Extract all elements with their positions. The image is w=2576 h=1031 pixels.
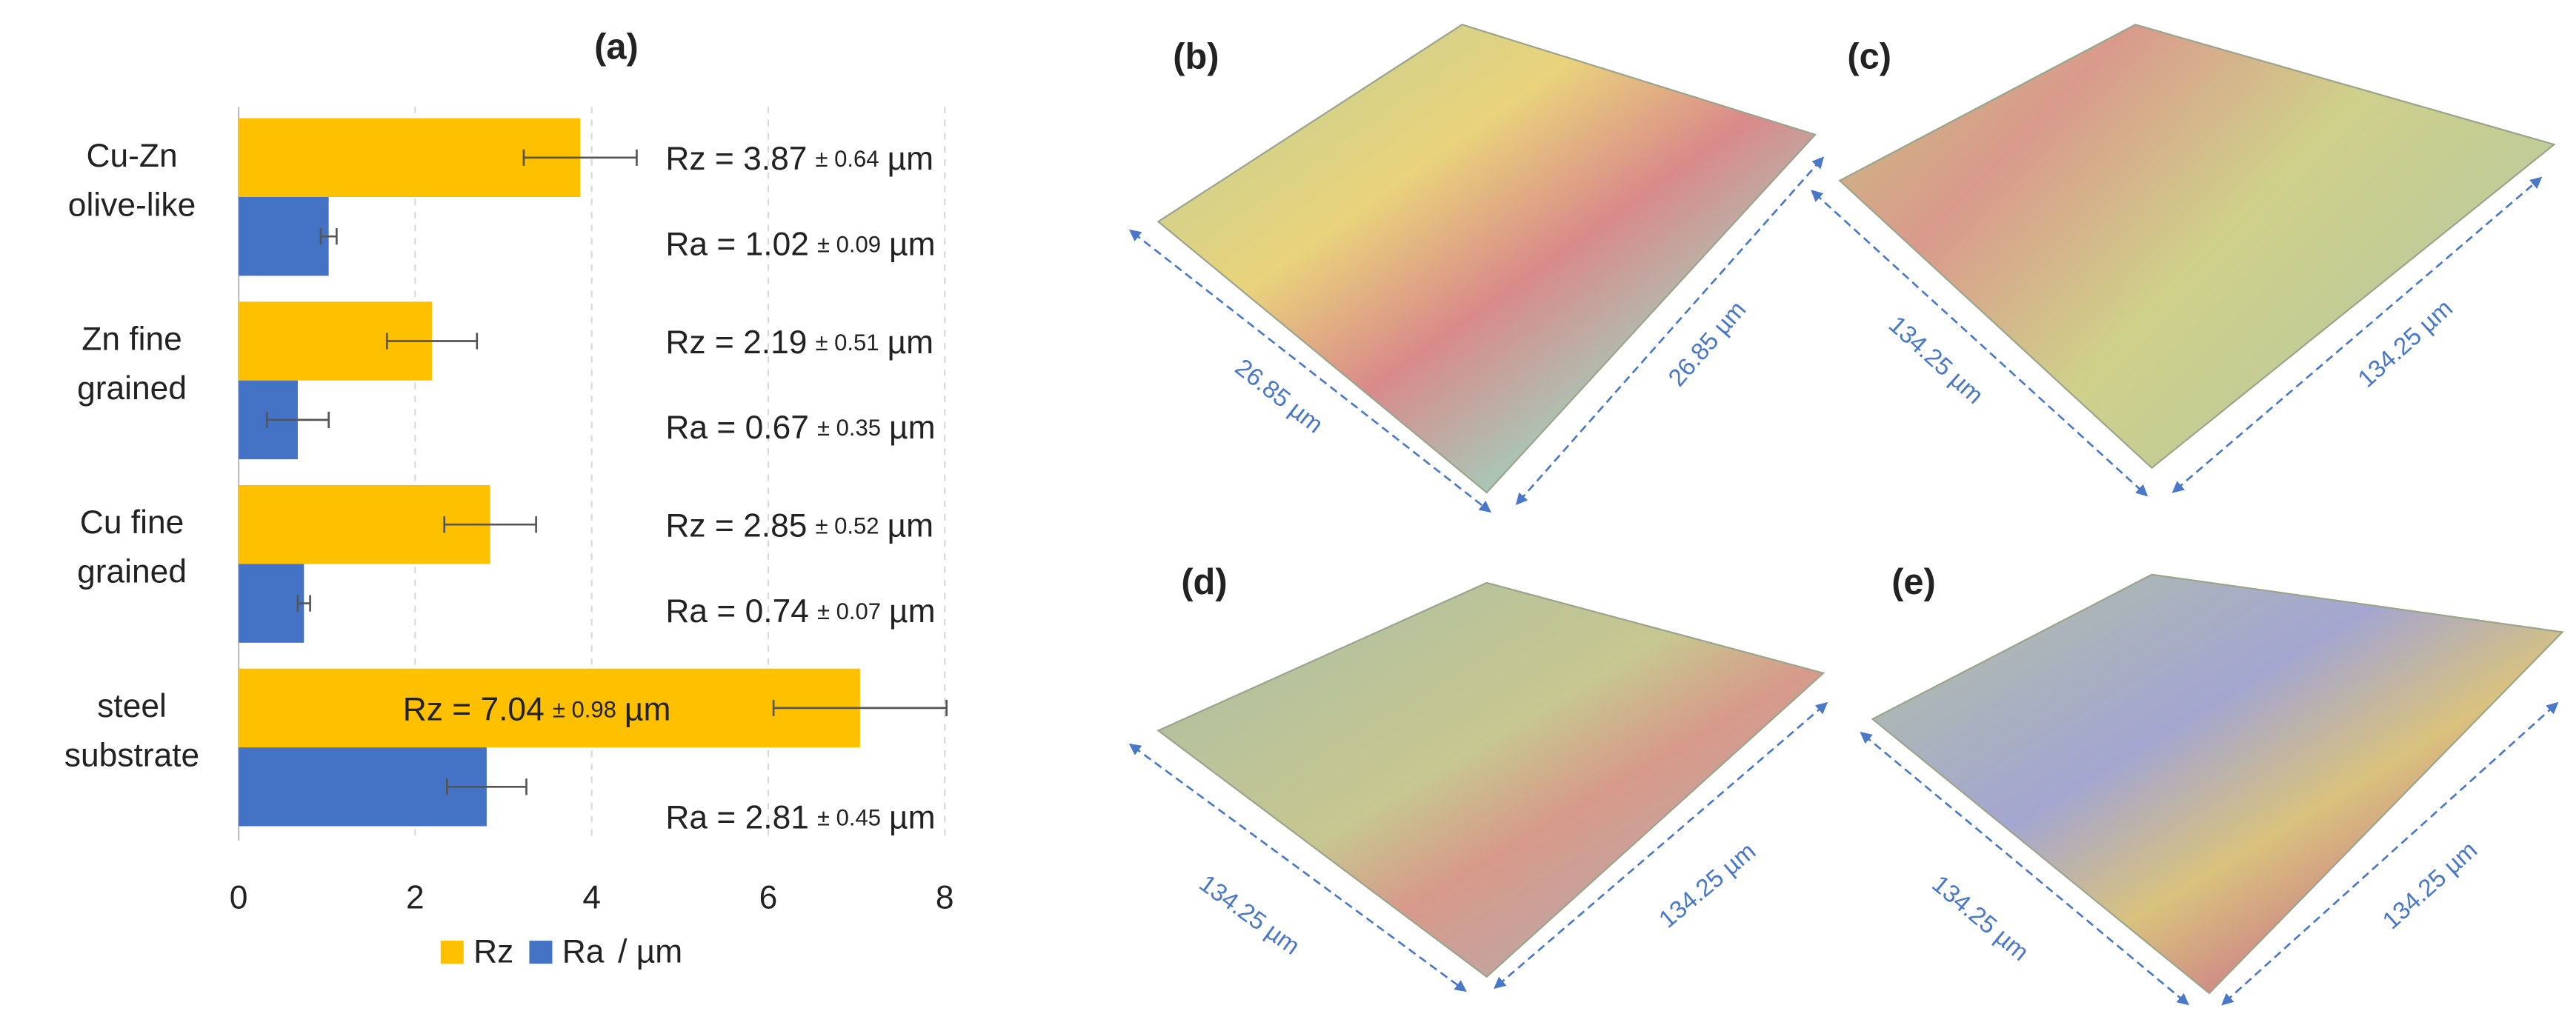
data-label-error: ± 0.35 [817, 415, 881, 441]
data-label-value: Rz = 2.19 [665, 324, 807, 361]
legend-swatch [440, 941, 464, 964]
y-tick-label: Cu-Zn olive-like [68, 137, 196, 222]
surface-image [1838, 24, 2556, 470]
x-tick-label: 8 [936, 879, 954, 915]
data-label-value: Rz = 2.85 [665, 507, 807, 544]
data-label-unit: µm [888, 507, 933, 544]
y-tick-line: Cu fine [80, 504, 184, 541]
data-label-value: Ra = 0.74 [665, 593, 808, 630]
data-label-value: Ra = 1.02 [665, 226, 808, 262]
dimension-label: 134.25 µm [1883, 311, 1988, 410]
data-label-value: Ra = 0.67 [665, 410, 808, 446]
dimension-arrow [2171, 176, 2543, 493]
dimension-arrow [1515, 156, 1824, 506]
data-label: Ra = 0.67 ± 0.35 µm [665, 410, 935, 446]
dimension-label: 26.85 µm [1230, 354, 1328, 439]
bar [239, 564, 304, 643]
data-label-value: Rz = 7.04 [403, 691, 545, 727]
y-tick-label: steel substrate [64, 688, 199, 773]
dimension-label: 26.85 µm [1663, 296, 1751, 392]
bar [239, 196, 329, 276]
data-label-value: Rz = 3.87 [665, 141, 807, 177]
data-label: Ra = 1.02 ± 0.09 µm [665, 226, 935, 262]
panel-label: (d) [1181, 562, 1227, 602]
dimension-arrow [2221, 701, 2559, 1006]
y-tick-line: grained [77, 370, 187, 407]
y-tick-line: Zn fine [81, 321, 182, 357]
data-label: Ra = 0.74 ± 0.07 µm [665, 593, 935, 630]
dimension-label: 134.25 µm [1194, 870, 1305, 961]
data-label-unit: µm [625, 691, 670, 727]
panel-label: (c) [1847, 37, 1891, 77]
legend-label: Rz [473, 934, 513, 970]
x-tick-label: 4 [582, 879, 601, 915]
legend-unit: / µm [618, 934, 682, 970]
dimension-label: 134.25 µm [1654, 838, 1762, 934]
y-tick-line: steel [97, 688, 167, 724]
dimension-arrow [1494, 701, 1828, 990]
dimension-arrow [1128, 743, 1467, 992]
x-tick-label: 0 [230, 879, 248, 915]
data-label-error: ± 0.64 [815, 146, 879, 172]
data-label: Rz = 3.87 ± 0.64 µm [665, 141, 933, 177]
y-tick-line: olive-like [68, 187, 196, 223]
data-label: Rz = 2.85 ± 0.52 µm [665, 507, 933, 544]
data-label-unit: µm [888, 141, 933, 177]
dimension-arrow [1860, 731, 2189, 1006]
data-label-error: ± 0.52 [815, 513, 879, 539]
data-label: Rz = 2.19 ± 0.51 µm [665, 324, 933, 361]
data-label-unit: µm [889, 410, 935, 446]
dimension-arrow [1128, 229, 1491, 513]
legend-label: Ra [562, 934, 605, 970]
data-label: Ra = 2.81 ± 0.45 µm [665, 799, 935, 835]
data-label-unit: µm [889, 799, 935, 835]
y-tick-line: substrate [64, 737, 199, 773]
y-tick-label: Zn fine grained [77, 321, 187, 406]
x-tick-label: 2 [406, 879, 425, 915]
data-label-error: ± 0.07 [817, 598, 881, 624]
dimension-label: 134.25 µm [2353, 295, 2458, 393]
bar [239, 668, 860, 748]
data-label-value: Ra = 2.81 [665, 799, 808, 835]
data-label-error: ± 0.45 [817, 805, 881, 831]
legend-swatch [529, 941, 553, 964]
data-label: Rz = 7.04 ± 0.98 µm [403, 691, 671, 727]
data-label-error: ± 0.51 [815, 330, 879, 356]
data-label-error: ± 0.98 [553, 697, 616, 723]
data-label-error: ± 0.09 [817, 232, 881, 258]
data-label-unit: µm [889, 593, 935, 630]
data-label-unit: µm [889, 226, 935, 262]
y-tick-line: grained [77, 553, 187, 590]
data-label-unit: µm [888, 324, 933, 361]
y-tick-label: Cu fine grained [77, 504, 187, 590]
panel-label: (e) [1891, 562, 1936, 602]
dimension-label: 134.25 µm [1926, 870, 2034, 967]
x-tick-label: 6 [759, 879, 778, 915]
chart-title: (a) [594, 27, 639, 67]
y-tick-line: Cu-Zn [86, 137, 177, 173]
panel-label: (b) [1173, 37, 1219, 77]
dimension-arrow [1811, 190, 2149, 497]
surface-image [1156, 24, 1817, 494]
bar [239, 747, 487, 827]
